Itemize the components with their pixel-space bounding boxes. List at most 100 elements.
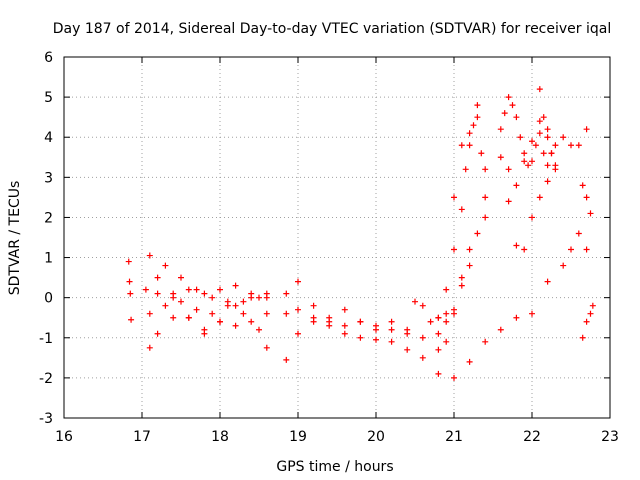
chart-title: Day 187 of 2014, Sidereal Day-to-day VTE… (53, 21, 611, 37)
data-point (478, 150, 485, 157)
data-point (451, 306, 457, 313)
data-point (232, 302, 239, 309)
data-point (185, 286, 192, 293)
data-point (466, 246, 473, 253)
y-tick-label: 2 (44, 210, 53, 226)
data-point (404, 326, 411, 333)
series-track-1 (125, 258, 135, 323)
data-point (583, 126, 590, 133)
data-point (579, 182, 586, 189)
data-point (568, 246, 574, 253)
data-point (256, 326, 262, 333)
series-track-3 (142, 282, 270, 301)
data-point (579, 334, 586, 341)
data-point (283, 356, 290, 363)
data-point (529, 158, 535, 165)
series-track-4 (146, 294, 262, 317)
data-point (209, 294, 216, 301)
y-tick-label: 1 (44, 251, 53, 267)
data-point (583, 194, 590, 201)
data-point (341, 330, 348, 337)
data-point (525, 162, 532, 169)
series-track-6 (154, 274, 270, 333)
data-point (458, 274, 465, 281)
series-track-14 (497, 118, 574, 189)
data-point (540, 114, 547, 121)
data-point (513, 314, 520, 321)
data-point (505, 166, 512, 173)
data-point (295, 278, 301, 285)
data-point (548, 150, 555, 157)
data-point (521, 150, 528, 157)
data-point (458, 142, 465, 149)
y-tick-label: -1 (39, 331, 53, 347)
data-point (193, 306, 200, 313)
data-points (125, 86, 596, 381)
plot-frame (63, 56, 611, 419)
data-point (505, 94, 512, 101)
data-point (419, 354, 426, 361)
data-point (552, 166, 559, 173)
data-point (540, 150, 547, 157)
data-point (404, 346, 411, 353)
data-point (295, 330, 301, 337)
series-track-9 (283, 302, 450, 333)
x-tick-label: 21 (445, 429, 463, 445)
data-point (451, 194, 457, 201)
x-tick-label: 20 (367, 429, 385, 445)
data-point (513, 114, 520, 121)
data-point (154, 330, 161, 337)
data-point (283, 290, 290, 297)
data-point (544, 178, 551, 185)
data-point (575, 230, 582, 237)
data-point (341, 306, 348, 313)
data-point (560, 262, 567, 269)
data-point (443, 310, 450, 317)
data-point (419, 302, 426, 309)
data-point (451, 246, 457, 253)
data-point (552, 142, 559, 149)
data-point (466, 130, 473, 137)
data-point (310, 302, 317, 309)
series-track-13 (497, 94, 555, 169)
data-point (505, 198, 512, 205)
y-tick-label: 4 (44, 130, 53, 146)
series-track-7 (283, 230, 590, 381)
y-tick-labels: -3 -2 -1 0 1 2 3 4 5 6 (39, 50, 53, 427)
y-tick-label: -3 (39, 411, 53, 427)
x-tick-label: 19 (289, 429, 307, 445)
data-point (544, 278, 551, 285)
data-point (146, 310, 153, 317)
data-point (458, 206, 465, 213)
data-point (529, 310, 535, 317)
data-point (126, 278, 133, 285)
data-point (263, 344, 270, 351)
data-point (283, 310, 290, 317)
data-point (154, 290, 161, 297)
axis-ticks (63, 56, 611, 419)
data-point (536, 118, 543, 125)
y-tick-label: 0 (44, 291, 53, 307)
data-point (412, 298, 418, 305)
data-point (125, 258, 132, 265)
data-point (497, 126, 504, 133)
data-point (474, 114, 481, 121)
data-point (474, 102, 481, 109)
series-track-20 (575, 126, 590, 149)
data-point (501, 110, 508, 117)
data-point (142, 286, 149, 293)
series-track-16 (521, 166, 559, 253)
data-point (443, 338, 450, 345)
data-point (357, 334, 364, 341)
data-point (248, 318, 255, 325)
y-tick-label: 6 (44, 50, 53, 66)
data-point (248, 294, 255, 301)
data-point (427, 318, 434, 325)
data-point (435, 346, 442, 353)
x-axis-label: GPS time / hours (276, 459, 393, 475)
data-point (466, 142, 473, 149)
data-point (544, 134, 551, 141)
data-point (263, 310, 270, 317)
data-point (544, 126, 551, 133)
data-point (146, 252, 153, 259)
